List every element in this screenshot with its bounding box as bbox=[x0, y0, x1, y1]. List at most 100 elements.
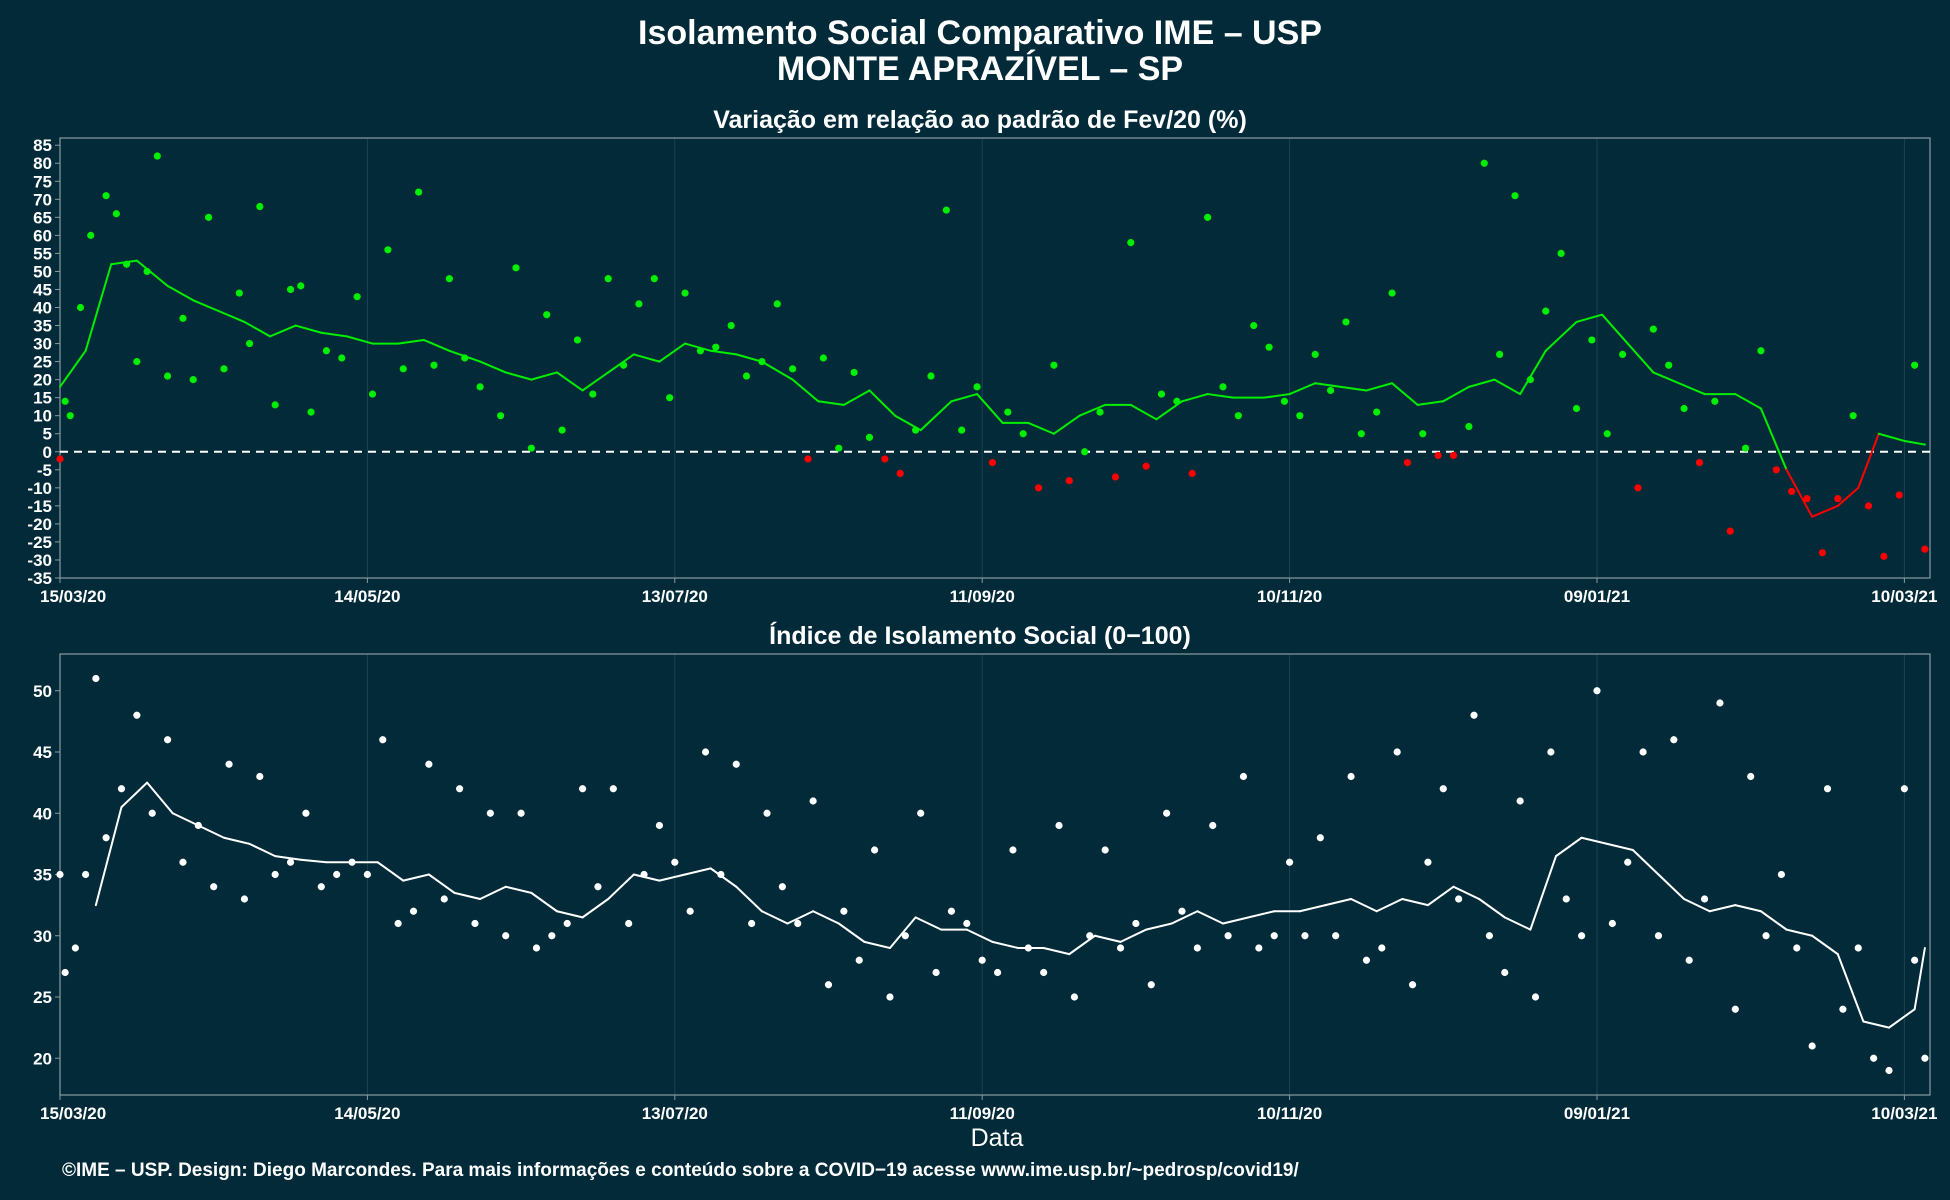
smooth-line-segment bbox=[555, 371, 584, 392]
y-tick-label: 15 bbox=[33, 389, 52, 408]
chart-title: Isolamento Social Comparativo IME – USP bbox=[638, 14, 1322, 52]
y-tick-label: 40 bbox=[33, 804, 52, 823]
y-tick-label: 45 bbox=[33, 280, 52, 299]
smooth-line-segment bbox=[479, 360, 507, 374]
smooth-line-segment bbox=[1888, 1008, 1916, 1029]
data-point bbox=[1526, 376, 1534, 384]
data-point bbox=[1496, 350, 1504, 358]
smooth-line-segment bbox=[1734, 393, 1762, 410]
data-point bbox=[163, 736, 172, 744]
smooth-line-segment bbox=[888, 916, 917, 949]
data-point bbox=[1173, 397, 1181, 405]
smooth-line-segment bbox=[59, 349, 87, 388]
data-point bbox=[1111, 473, 1119, 481]
data-point bbox=[942, 206, 950, 214]
data-point bbox=[717, 870, 725, 879]
smooth-line-segment bbox=[1683, 898, 1711, 913]
data-point bbox=[353, 293, 361, 301]
data-point bbox=[92, 674, 100, 683]
data-point bbox=[1864, 502, 1873, 510]
data-point bbox=[763, 809, 771, 817]
y-tick-label: 85 bbox=[33, 136, 52, 155]
y-tick-label: 0 bbox=[43, 443, 52, 462]
smooth-line-segment bbox=[1759, 910, 1788, 931]
x-axis-label: Data bbox=[971, 1124, 1024, 1152]
data-point bbox=[204, 213, 213, 221]
smooth-line-segment bbox=[991, 940, 1020, 949]
data-point bbox=[563, 919, 571, 928]
smooth-line-segment bbox=[345, 335, 374, 345]
data-point bbox=[1419, 430, 1427, 438]
y-tick-label: -20 bbox=[27, 515, 52, 534]
data-point bbox=[1834, 495, 1842, 503]
data-point bbox=[271, 401, 279, 409]
smooth-line-segment bbox=[1314, 382, 1342, 388]
data-point bbox=[245, 339, 254, 348]
data-point bbox=[1219, 383, 1227, 391]
smooth-line-segment bbox=[1877, 432, 1906, 442]
data-point bbox=[1316, 834, 1324, 842]
data-point bbox=[778, 883, 786, 891]
data-point bbox=[143, 267, 151, 276]
data-point bbox=[911, 426, 920, 434]
smooth-line-segment bbox=[760, 910, 789, 925]
data-point bbox=[1178, 907, 1186, 915]
data-point bbox=[1147, 981, 1155, 989]
smooth-line-segment bbox=[555, 910, 584, 919]
data-point bbox=[548, 932, 556, 940]
y-tick-label: -35 bbox=[27, 569, 52, 588]
data-point bbox=[1895, 491, 1903, 499]
data-point bbox=[671, 858, 679, 866]
y-tick-label: 25 bbox=[33, 353, 52, 372]
data-point bbox=[1081, 448, 1089, 456]
data-point bbox=[527, 444, 535, 452]
smooth-line-segment bbox=[1903, 439, 1926, 446]
data-point bbox=[824, 981, 833, 989]
data-point bbox=[461, 354, 469, 362]
data-point bbox=[686, 907, 694, 915]
smooth-line-segment bbox=[248, 842, 277, 858]
data-point bbox=[517, 809, 525, 817]
smooth-line-segment bbox=[1093, 934, 1122, 943]
panel-1-title: Variação em relação ao padrão de Fev/20 … bbox=[713, 106, 1247, 134]
data-point bbox=[1034, 484, 1043, 492]
data-point bbox=[1578, 932, 1586, 940]
data-point bbox=[1163, 809, 1171, 817]
data-point bbox=[189, 376, 197, 384]
smooth-line-segment bbox=[94, 806, 123, 907]
data-point bbox=[56, 870, 64, 879]
smooth-line-segment bbox=[1339, 385, 1368, 392]
data-point bbox=[886, 993, 894, 1001]
data-point bbox=[133, 358, 141, 366]
data-point bbox=[794, 919, 802, 928]
data-point bbox=[732, 760, 740, 768]
data-point bbox=[1265, 343, 1273, 351]
y-tick-label: 20 bbox=[33, 371, 52, 390]
data-point bbox=[758, 358, 766, 366]
data-point bbox=[819, 354, 827, 362]
data-point bbox=[1485, 932, 1493, 940]
smooth-line-segment bbox=[1626, 342, 1655, 374]
data-point bbox=[1096, 408, 1104, 416]
data-point bbox=[1347, 772, 1355, 781]
data-point bbox=[348, 858, 356, 866]
smooth-line-segment bbox=[120, 781, 149, 809]
data-point bbox=[681, 289, 689, 297]
y-tick-label: -30 bbox=[27, 551, 52, 570]
data-point bbox=[1900, 785, 1908, 793]
data-point bbox=[1024, 944, 1032, 952]
data-point bbox=[317, 883, 325, 891]
smooth-line-segment bbox=[171, 812, 200, 827]
data-point bbox=[102, 192, 110, 200]
smooth-line-segment bbox=[299, 858, 328, 864]
data-point bbox=[1685, 956, 1693, 964]
x-tick-label: 11/09/20 bbox=[950, 1104, 1015, 1123]
data-point bbox=[1224, 932, 1232, 940]
data-point bbox=[1357, 430, 1365, 438]
y-tick-label: 45 bbox=[33, 743, 52, 762]
data-point bbox=[701, 748, 710, 756]
footer-credit: ©IME – USP. Design: Diego Marcondes. Par… bbox=[62, 1160, 1299, 1181]
smooth-line-segment bbox=[919, 400, 953, 432]
data-point bbox=[532, 944, 541, 952]
smooth-line-segment bbox=[1416, 400, 1445, 406]
